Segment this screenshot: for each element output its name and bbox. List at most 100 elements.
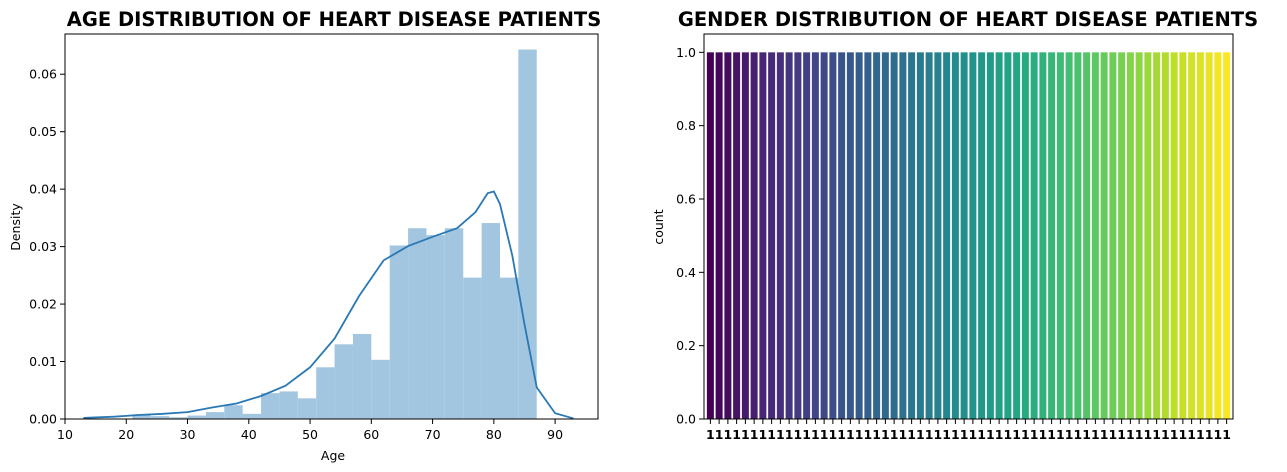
- x-tick-label: 1: [741, 427, 750, 442]
- x-tick-label: 1: [1100, 427, 1109, 442]
- age-plot-frame: [64, 33, 599, 420]
- x-tick-label: 60: [363, 427, 379, 442]
- x-tick-label: 1: [1109, 427, 1118, 442]
- age-distribution-chart: AGE DISTRIBUTION OF HEART DISEASE PATIEN…: [8, 8, 601, 463]
- x-tick-label: 1: [986, 427, 995, 442]
- count-bar: [978, 52, 986, 419]
- count-bar: [1118, 52, 1126, 419]
- count-bar: [1135, 52, 1143, 419]
- x-tick-label: 1: [951, 427, 960, 442]
- count-bar: [794, 52, 802, 419]
- count-bar: [776, 52, 784, 419]
- x-tick-label: 10: [57, 427, 73, 442]
- histogram-bar: [261, 393, 280, 419]
- x-tick-label: 80: [486, 427, 502, 442]
- x-tick-label: 1: [1196, 427, 1205, 442]
- count-bar: [1109, 52, 1117, 419]
- histogram-bar: [205, 412, 225, 419]
- x-tick-label: 1: [794, 427, 803, 442]
- y-tick-label: 0.02: [29, 297, 57, 312]
- count-bar: [1179, 52, 1187, 419]
- count-bar: [838, 52, 846, 419]
- x-tick-label: 1: [1047, 427, 1056, 442]
- count-bar: [1100, 52, 1108, 419]
- count-bar: [706, 52, 714, 419]
- x-tick-label: 20: [118, 427, 134, 442]
- x-tick-label: 1: [1187, 427, 1196, 442]
- y-tick-label: 0.05: [29, 124, 57, 139]
- count-bar: [925, 52, 933, 419]
- age-x-ticks: 10 20 30 40 50 60 70 80 90: [57, 419, 563, 442]
- count-bar: [1074, 52, 1082, 419]
- x-tick-label: 1: [934, 427, 943, 442]
- x-tick-label: 50: [302, 427, 318, 442]
- x-tick-label: 1: [942, 427, 951, 442]
- count-bar: [1205, 52, 1213, 419]
- count-bar: [1056, 52, 1064, 419]
- y-tick-label: 0.01: [29, 354, 57, 369]
- x-tick-label: 1: [715, 427, 724, 442]
- count-bar: [811, 52, 819, 419]
- count-bar: [943, 52, 951, 419]
- x-tick-label: 1: [802, 427, 811, 442]
- count-bar: [1188, 52, 1196, 419]
- age-x-axis-label: Age: [321, 448, 345, 463]
- x-tick-label: 1: [1065, 427, 1074, 442]
- count-bar: [934, 52, 942, 419]
- histogram-bar: [169, 417, 188, 419]
- count-bar: [1170, 52, 1178, 419]
- x-tick-label: 1: [767, 427, 776, 442]
- histogram-bar: [242, 413, 262, 419]
- x-tick-label: 90: [547, 427, 563, 442]
- histogram-bar: [224, 405, 243, 419]
- histogram-bar: [316, 367, 335, 419]
- x-tick-label: 1: [837, 427, 846, 442]
- y-tick-label: 0.4: [676, 265, 696, 280]
- x-tick-label: 1: [1056, 427, 1065, 442]
- count-bar: [1223, 52, 1231, 419]
- count-bar: [803, 52, 811, 419]
- count-bar: [1153, 52, 1161, 419]
- x-tick-label: 1: [706, 427, 715, 442]
- count-bar: [715, 52, 723, 419]
- count-bar: [873, 52, 881, 419]
- gender-chart-title: GENDER DISTRIBUTION OF HEART DISEASE PAT…: [678, 8, 1258, 31]
- x-tick-label: 1: [724, 427, 733, 442]
- y-tick-label: 0.00: [29, 412, 57, 427]
- x-tick-label: 1: [1012, 427, 1021, 442]
- x-tick-label: 1: [1144, 427, 1153, 442]
- age-chart-title: AGE DISTRIBUTION OF HEART DISEASE PATIEN…: [67, 8, 602, 31]
- x-tick-label: 1: [1091, 427, 1100, 442]
- x-tick-label: 1: [1126, 427, 1135, 442]
- x-tick-label: 1: [1179, 427, 1188, 442]
- x-tick-label: 1: [750, 427, 759, 442]
- count-bar: [951, 52, 959, 419]
- histogram-bar: [334, 344, 353, 419]
- x-tick-label: 1: [1021, 427, 1030, 442]
- y-tick-label: 1.0: [676, 45, 696, 60]
- count-bar: [750, 52, 758, 419]
- count-bar: [1013, 52, 1021, 419]
- x-tick-label: 1: [846, 427, 855, 442]
- x-tick-label: 1: [785, 427, 794, 442]
- count-bar: [724, 52, 732, 419]
- count-bar: [855, 52, 863, 419]
- histogram-bar: [481, 223, 500, 419]
- count-bar: [986, 52, 994, 419]
- y-tick-label: 0.03: [29, 239, 57, 254]
- x-tick-label: 1: [872, 427, 881, 442]
- age-y-axis-label: Density: [8, 203, 23, 251]
- count-bar: [741, 52, 749, 419]
- x-tick-label: 1: [960, 427, 969, 442]
- age-y-ticks: 0.00 0.01 0.02 0.03 0.04 0.05 0.06: [29, 67, 65, 427]
- count-bar: [916, 52, 924, 419]
- histogram-bar: [408, 228, 427, 419]
- x-tick-label: 1: [864, 427, 873, 442]
- count-bar: [1039, 52, 1047, 419]
- x-tick-label: 1: [776, 427, 785, 442]
- count-bar: [829, 52, 837, 419]
- y-tick-label: 0.0: [676, 412, 696, 427]
- x-tick-label: 40: [241, 427, 257, 442]
- gender-plot-frame: [703, 33, 1234, 420]
- age-histogram-bars: [132, 49, 537, 420]
